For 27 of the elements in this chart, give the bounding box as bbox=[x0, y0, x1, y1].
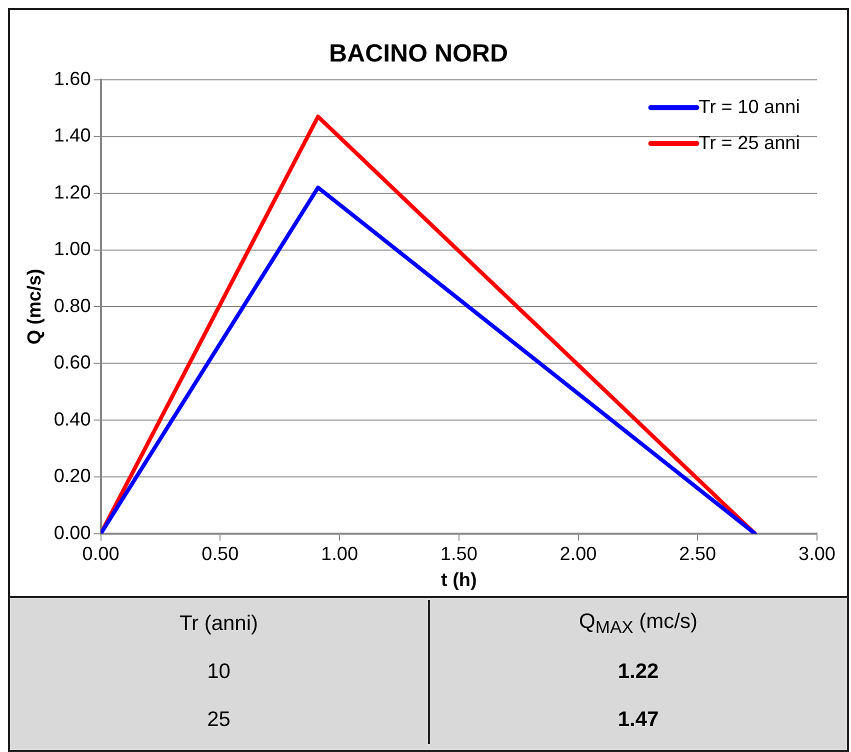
x-axis-title: t (h) bbox=[440, 570, 477, 591]
legend-label: Tr = 10 anni bbox=[698, 96, 800, 118]
x-tick-label: 2.50 bbox=[679, 544, 716, 566]
y-axis-title: Q (mc/s) bbox=[24, 268, 46, 345]
y-tick-label: 0.80 bbox=[54, 296, 91, 317]
y-tick-label: 0.20 bbox=[54, 466, 91, 488]
text: Tr (anni) bbox=[10, 600, 428, 648]
x-tick-label: 3.00 bbox=[798, 544, 836, 566]
text: 1.22 bbox=[616, 659, 660, 685]
y-tick-label: 1.20 bbox=[54, 182, 91, 204]
y-tick-label: 0.40 bbox=[54, 409, 91, 430]
y-tick-label: 1.40 bbox=[54, 126, 91, 147]
x-tick-label: 0.00 bbox=[82, 544, 120, 566]
y-tick-label: 1.00 bbox=[54, 239, 91, 260]
x-tick-label: 2.00 bbox=[560, 544, 597, 566]
x-tick-label: 0.50 bbox=[202, 544, 239, 566]
text: 1.47 bbox=[616, 707, 660, 733]
text: 10 bbox=[10, 648, 428, 696]
text: 25 bbox=[10, 696, 428, 744]
y-tick-label: 0.00 bbox=[54, 522, 91, 544]
x-tick-label: 1.50 bbox=[440, 544, 478, 566]
chart-title: BACINO NORD bbox=[328, 40, 508, 68]
legend-label: Tr = 25 anni bbox=[698, 132, 800, 154]
y-tick-label: 0.60 bbox=[54, 352, 91, 374]
y-tick-label: 1.60 bbox=[54, 69, 91, 90]
text: Q$_{MAX}$ (mc/s) bbox=[578, 608, 698, 640]
x-tick-label: 1.00 bbox=[321, 544, 358, 566]
